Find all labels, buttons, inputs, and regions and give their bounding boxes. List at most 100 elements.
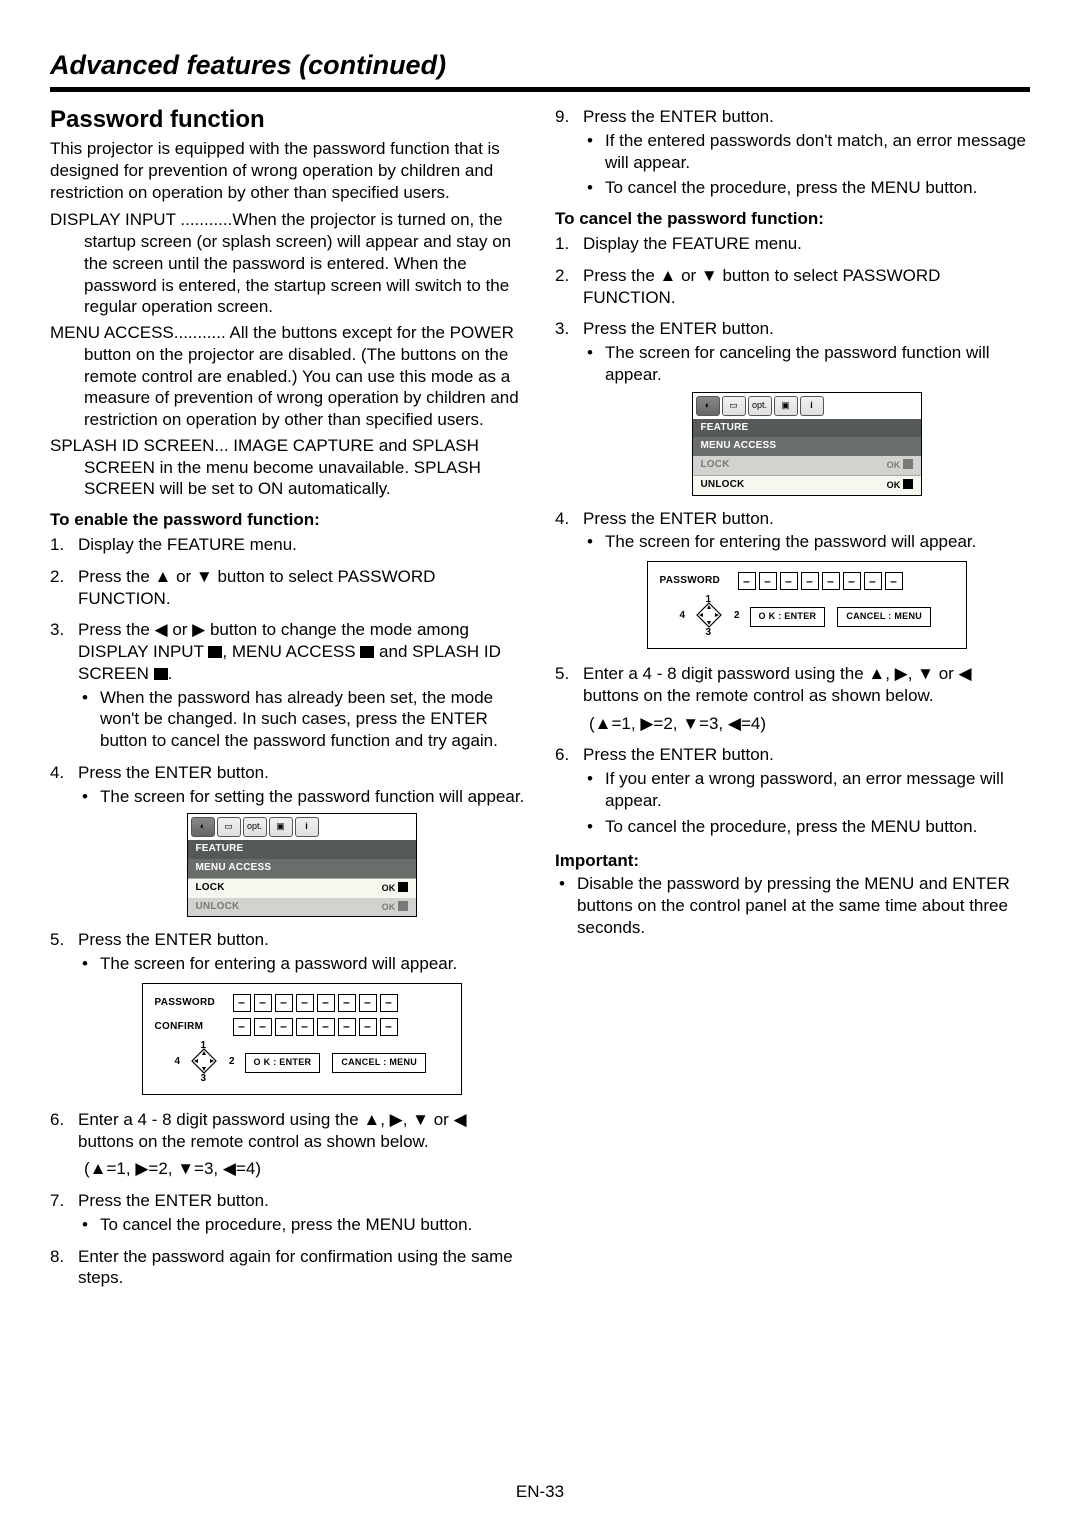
list-item: Press the ENTER button. To cancel the pr…: [50, 1190, 525, 1236]
pw-digit: –: [864, 572, 882, 590]
tab-icon: ▣: [774, 396, 798, 416]
section-title: Password function: [50, 106, 525, 134]
password-label: PASSWORD: [660, 575, 738, 588]
columns: Password function This projector is equi…: [50, 106, 1030, 1299]
sub-bullet: To cancel the procedure, press the MENU …: [583, 177, 1030, 199]
pw-digit: –: [359, 994, 377, 1012]
dpad-icon: [696, 602, 722, 628]
key-mapping-note: (▲=1, ▶=2, ▼=3, ◀=4): [583, 713, 1030, 735]
confirm-label: CONFIRM: [155, 1021, 233, 1034]
pw-digit: –: [338, 1018, 356, 1036]
list-item: Press the ENTER button. The screen for e…: [50, 929, 525, 1095]
dpad-icon: [191, 1048, 217, 1074]
menu-access-row: MENU ACCESS: [188, 859, 416, 878]
intro-paragraph: This projector is equipped with the pass…: [50, 138, 525, 203]
feature-row: FEATURE: [693, 419, 921, 438]
tab-icon: ◐: [191, 817, 215, 837]
lock-screen-figure: ◐ ▭ opt. ▣ i FEATURE MENU ACCESS LOCKOK …: [187, 813, 417, 917]
page-number: EN-33: [0, 1482, 1080, 1502]
header-rule: [50, 87, 1030, 92]
enable-steps-cont: Press the ENTER button. If the entered p…: [555, 106, 1030, 199]
sub-bullet: If you enter a wrong password, an error …: [583, 768, 1030, 812]
important-bullet: Disable the password by pressing the MEN…: [555, 873, 1030, 938]
tab-icon-row: ◐ ▭ opt. ▣ i: [188, 814, 416, 840]
info-icon: i: [295, 817, 319, 837]
sub-bullet: The screen for entering a password will …: [78, 953, 525, 975]
unlock-screen-figure: ◐ ▭ opt. ▣ i FEATURE MENU ACCESS LOCKOK …: [692, 392, 922, 496]
pw-digit: –: [296, 1018, 314, 1036]
def-menu-access: MENU ACCESS........... All the buttons e…: [50, 322, 525, 431]
pw-digit: –: [822, 572, 840, 590]
list-item: Press the ◀ or ▶ button to change the mo…: [50, 619, 525, 752]
ok-enter-button: O K : ENTER: [245, 1053, 321, 1073]
list-item: Press the ENTER button. If you enter a w…: [555, 744, 1030, 837]
tab-icon: ▭: [722, 396, 746, 416]
pw-digit: –: [254, 1018, 272, 1036]
sub-bullet: If the entered passwords don't match, an…: [583, 130, 1030, 174]
pw-digit: –: [801, 572, 819, 590]
unlock-row: UNLOCKOK: [693, 475, 921, 495]
pw-digit: –: [380, 1018, 398, 1036]
confirm-boxes: ––––––––: [233, 1018, 398, 1036]
password-only-panel: PASSWORD –––––––– 1 2 3 4: [647, 561, 967, 649]
tab-icon: ◐: [696, 396, 720, 416]
cancel-heading: To cancel the password function:: [555, 209, 1030, 229]
def-display-input: DISPLAY INPUT ...........When the projec…: [50, 209, 525, 318]
pw-digit: –: [275, 994, 293, 1012]
page: Advanced features (continued) Password f…: [0, 0, 1080, 1530]
password-label: PASSWORD: [155, 997, 233, 1010]
list-item: Press the ▲ or ▼ button to select PASSWO…: [50, 566, 525, 610]
lock-row: LOCKOK: [693, 456, 921, 475]
sub-bullet: To cancel the procedure, press the MENU …: [583, 816, 1030, 838]
password-boxes: ––––––––: [738, 572, 903, 590]
important-heading: Important:: [555, 851, 1030, 871]
tab-icon: ▣: [269, 817, 293, 837]
enter-icon: [208, 646, 222, 658]
tab-icon-row: ◐ ▭ opt. ▣ i: [693, 393, 921, 419]
enter-icon: [398, 882, 408, 892]
cancel-menu-button: CANCEL : MENU: [332, 1053, 426, 1073]
page-header: Advanced features (continued): [50, 50, 1030, 81]
list-item: Press the ENTER button. The screen for e…: [555, 508, 1030, 650]
cancel-steps: Display the FEATURE menu. Press the ▲ or…: [555, 233, 1030, 837]
enter-icon: [360, 646, 374, 658]
enter-icon: [154, 668, 168, 680]
tab-icon: opt.: [748, 396, 772, 416]
sub-bullet: The screen for entering the password wil…: [583, 531, 1030, 553]
def-splash-id: SPLASH ID SCREEN... IMAGE CAPTURE and SP…: [50, 435, 525, 500]
cancel-menu-button: CANCEL : MENU: [837, 607, 931, 627]
pw-digit: –: [296, 994, 314, 1012]
pw-digit: –: [843, 572, 861, 590]
pw-digit: –: [338, 994, 356, 1012]
list-item: Enter a 4 - 8 digit password using the ▲…: [50, 1109, 525, 1180]
lock-row: LOCKOK: [188, 878, 416, 898]
enter-icon: [903, 459, 913, 469]
sub-bullet: When the password has already been set, …: [78, 687, 525, 752]
pw-digit: –: [885, 572, 903, 590]
pw-digit: –: [380, 994, 398, 1012]
right-column: Press the ENTER button. If the entered p…: [555, 106, 1030, 1299]
enter-icon: [903, 479, 913, 489]
unlock-row: UNLOCKOK: [188, 898, 416, 917]
list-item: Press the ENTER button. If the entered p…: [555, 106, 1030, 199]
password-confirm-panel: PASSWORD –––––––– CONFIRM ––––––––: [142, 983, 462, 1095]
list-item: Press the ▲ or ▼ button to select PASSWO…: [555, 265, 1030, 309]
pw-digit: –: [738, 572, 756, 590]
list-item: Press the ENTER button. The screen for s…: [50, 762, 525, 918]
password-boxes: ––––––––: [233, 994, 398, 1012]
menu-access-row: MENU ACCESS: [693, 437, 921, 456]
dpad-figure: 1 2 3 4: [177, 1042, 233, 1084]
pw-digit: –: [275, 1018, 293, 1036]
enable-heading: To enable the password function:: [50, 510, 525, 530]
ok-enter-button: O K : ENTER: [750, 607, 826, 627]
pw-digit: –: [254, 994, 272, 1012]
pw-digit: –: [317, 1018, 335, 1036]
left-column: Password function This projector is equi…: [50, 106, 525, 1299]
tab-icon: ▭: [217, 817, 241, 837]
list-item: Display the FEATURE menu.: [555, 233, 1030, 255]
list-item: Enter the password again for confirmatio…: [50, 1246, 525, 1290]
list-item: Enter a 4 - 8 digit password using the ▲…: [555, 663, 1030, 734]
list-item: Display the FEATURE menu.: [50, 534, 525, 556]
pw-digit: –: [233, 1018, 251, 1036]
enable-steps: Display the FEATURE menu. Press the ▲ or…: [50, 534, 525, 1289]
